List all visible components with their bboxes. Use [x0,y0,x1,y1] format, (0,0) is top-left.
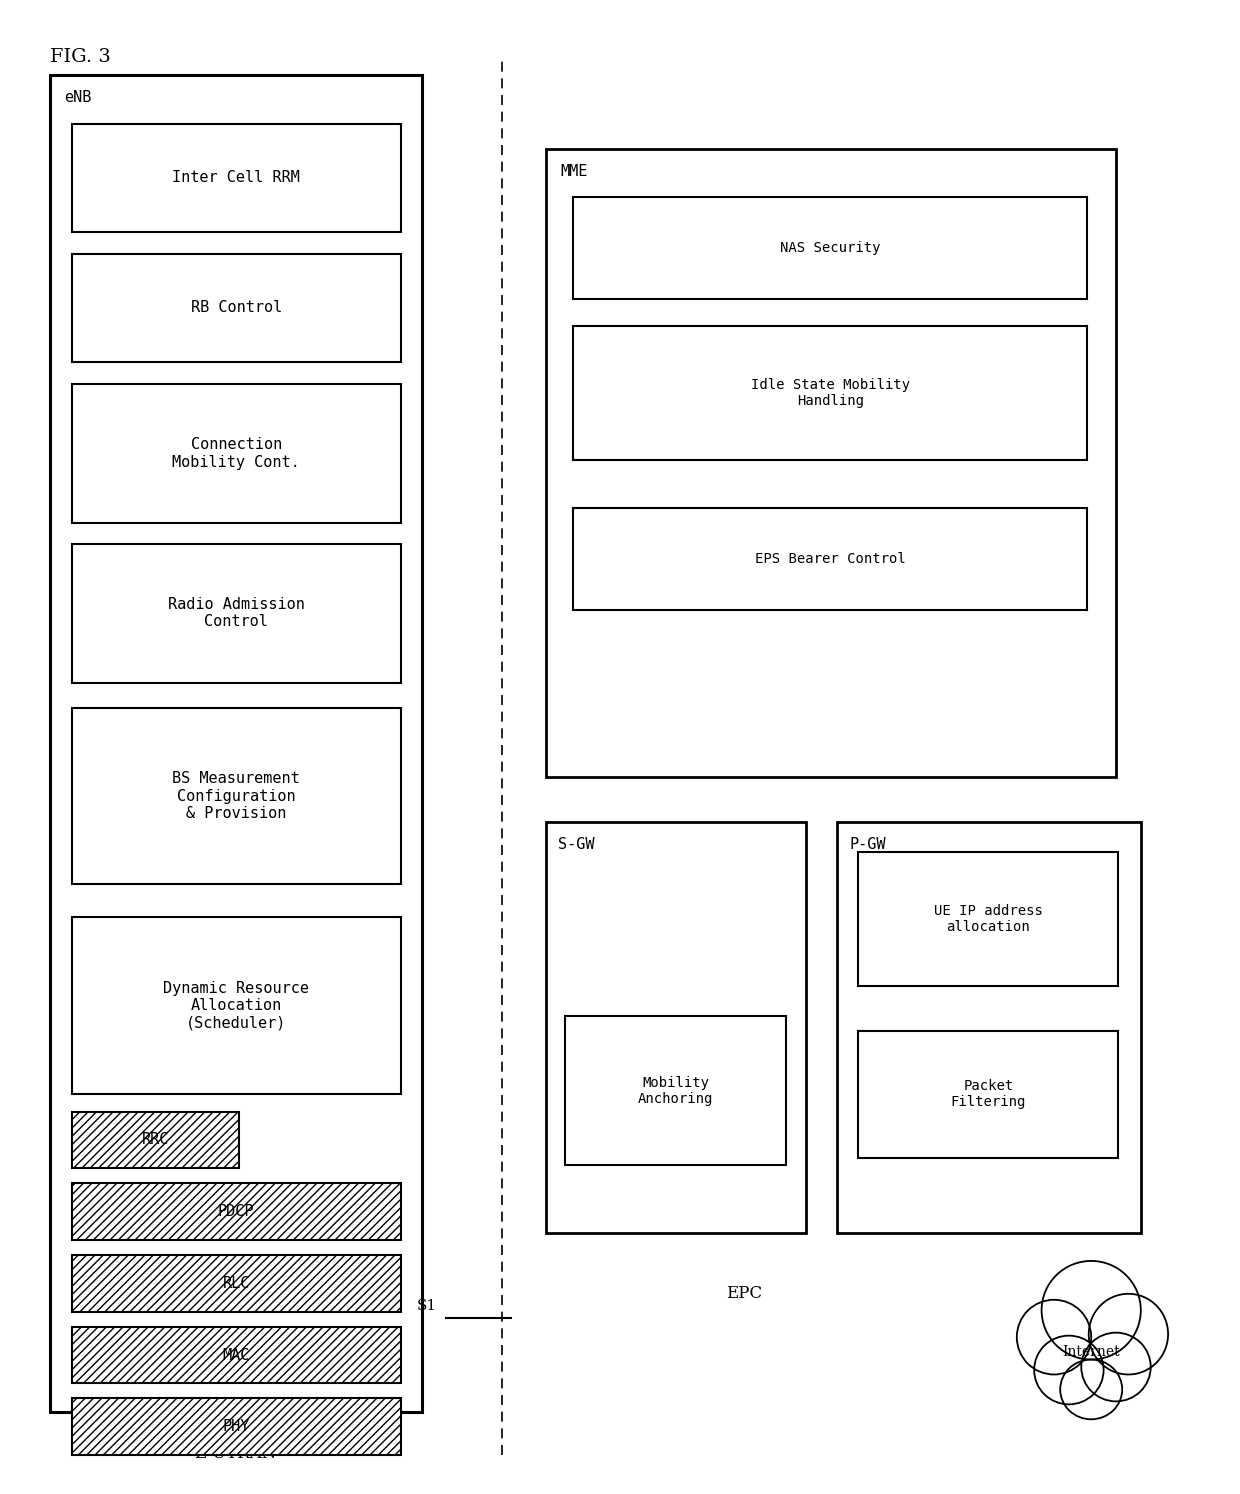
Text: PHY: PHY [222,1419,250,1434]
Text: PDCP: PDCP [218,1204,254,1219]
Bar [72,384,401,523]
Bar [72,1327,401,1383]
Text: Mobility
Anchoring: Mobility Anchoring [639,1076,713,1106]
Bar [573,197,1087,299]
Bar [546,149,1116,777]
Text: Packet
Filtering: Packet Filtering [951,1079,1025,1110]
Text: E-UTRAN: E-UTRAN [195,1445,277,1461]
Bar [72,1255,401,1312]
Text: MAC: MAC [222,1348,250,1363]
Bar [858,1031,1118,1158]
Text: UE IP address
allocation: UE IP address allocation [934,904,1043,934]
Ellipse shape [1034,1336,1104,1404]
Text: NAS Security: NAS Security [780,241,880,255]
Text: EPC: EPC [725,1285,763,1301]
Text: EPS Bearer Control: EPS Bearer Control [755,551,905,566]
Bar [72,917,401,1094]
Text: S1: S1 [417,1300,436,1313]
Text: Radio Admission
Control: Radio Admission Control [167,598,305,629]
Text: eNB: eNB [64,90,92,105]
Text: RB Control: RB Control [191,300,281,315]
Text: RLC: RLC [222,1276,250,1291]
Text: Internet: Internet [1063,1345,1120,1360]
Bar [72,708,401,884]
Bar [72,1112,239,1168]
Ellipse shape [1017,1300,1091,1374]
Bar [573,326,1087,460]
Bar [72,544,401,683]
Bar [72,124,401,232]
Bar [858,852,1118,986]
Bar [565,1016,786,1165]
Text: S-GW: S-GW [558,837,594,852]
Bar [837,822,1141,1233]
Bar [72,1183,401,1240]
Bar [546,822,806,1233]
Ellipse shape [1060,1360,1122,1419]
Text: MME: MME [560,164,588,179]
Bar [72,254,401,362]
Ellipse shape [1089,1294,1168,1374]
Ellipse shape [1042,1261,1141,1360]
Text: P-GW: P-GW [849,837,885,852]
Text: RRC: RRC [141,1132,170,1147]
Text: FIG. 3: FIG. 3 [50,48,110,66]
Bar [573,508,1087,610]
Text: Inter Cell RRM: Inter Cell RRM [172,170,300,185]
Text: Dynamic Resource
Allocation
(Scheduler): Dynamic Resource Allocation (Scheduler) [164,980,309,1031]
Bar [72,1398,401,1455]
Text: Idle State Mobility
Handling: Idle State Mobility Handling [750,378,910,408]
Text: BS Measurement
Configuration
& Provision: BS Measurement Configuration & Provision [172,771,300,822]
Text: Connection
Mobility Cont.: Connection Mobility Cont. [172,438,300,469]
Bar [50,75,422,1412]
Ellipse shape [1081,1333,1151,1401]
